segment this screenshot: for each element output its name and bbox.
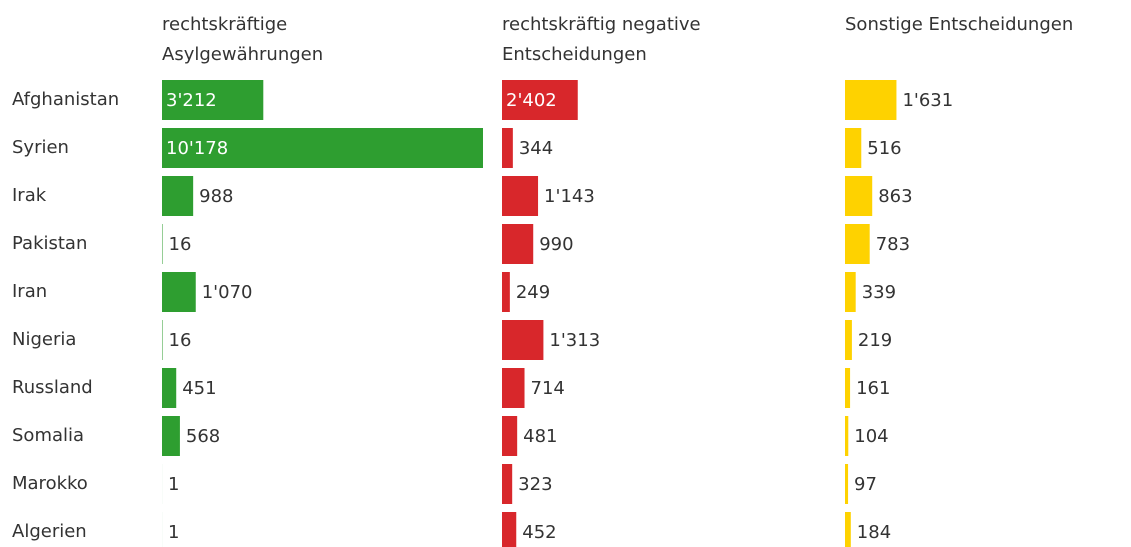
value-label: 863 xyxy=(878,186,912,207)
value-label: 344 xyxy=(519,138,553,159)
value-label: 2'402 xyxy=(506,90,557,111)
category-label: Syrien xyxy=(12,137,69,158)
bar xyxy=(845,512,851,547)
value-label: 1'313 xyxy=(549,330,600,351)
bar xyxy=(502,80,578,120)
category-label: Algerien xyxy=(12,521,87,542)
bar xyxy=(845,176,873,216)
bar xyxy=(162,320,163,360)
category-label: Iran xyxy=(12,281,47,302)
category-label: Marokko xyxy=(12,473,88,494)
bar xyxy=(845,224,870,264)
value-label: 323 xyxy=(518,474,552,495)
bar xyxy=(502,512,517,547)
value-label: 219 xyxy=(858,330,892,351)
bar xyxy=(502,272,510,312)
bar xyxy=(162,416,180,456)
value-label: 516 xyxy=(867,138,901,159)
value-label: 988 xyxy=(199,186,233,207)
value-label: 1 xyxy=(168,474,179,495)
value-label: 1'070 xyxy=(202,282,253,303)
series-title: Entscheidungen xyxy=(502,44,647,65)
value-label: 16 xyxy=(169,330,192,351)
value-label: 104 xyxy=(854,426,888,447)
bar xyxy=(162,128,483,168)
bar xyxy=(162,176,194,216)
value-label: 1 xyxy=(168,522,179,543)
bar xyxy=(845,80,897,120)
category-label: Pakistan xyxy=(12,233,87,254)
bar xyxy=(845,320,852,360)
bar xyxy=(502,224,534,264)
value-label: 3'212 xyxy=(166,90,217,111)
bar xyxy=(502,368,525,408)
value-label: 16 xyxy=(169,234,192,255)
value-label: 339 xyxy=(862,282,896,303)
bar xyxy=(502,464,513,504)
series-title: rechtskräftig negative xyxy=(502,14,701,35)
bar xyxy=(162,224,163,264)
bar xyxy=(845,464,849,504)
category-label: Nigeria xyxy=(12,329,76,350)
series-title: rechtskräftige xyxy=(162,14,287,35)
bar xyxy=(845,128,862,168)
value-label: 990 xyxy=(539,234,573,255)
series-title: Sonstige Entscheidungen xyxy=(845,14,1073,35)
value-label: 452 xyxy=(522,522,556,543)
bar xyxy=(845,272,856,312)
value-label: 783 xyxy=(876,234,910,255)
category-label: Afghanistan xyxy=(12,89,119,110)
bar xyxy=(845,416,849,456)
category-label: Somalia xyxy=(12,425,84,446)
value-label: 161 xyxy=(856,378,890,399)
category-label: Irak xyxy=(12,185,47,206)
value-label: 481 xyxy=(523,426,557,447)
value-label: 451 xyxy=(182,378,216,399)
value-label: 1'143 xyxy=(544,186,595,207)
bar xyxy=(502,320,544,360)
value-label: 184 xyxy=(857,522,891,543)
bar xyxy=(162,80,264,120)
bar xyxy=(502,176,539,216)
value-label: 714 xyxy=(531,378,565,399)
category-label: Russland xyxy=(12,377,93,398)
bar xyxy=(502,416,518,456)
series-title: Asylgewährungen xyxy=(162,44,323,65)
bar xyxy=(845,368,851,408)
bar xyxy=(502,128,513,168)
value-label: 568 xyxy=(186,426,220,447)
value-label: 1'631 xyxy=(902,90,953,111)
bar xyxy=(162,272,196,312)
bar xyxy=(162,368,177,408)
value-label: 97 xyxy=(854,474,877,495)
value-label: 249 xyxy=(516,282,550,303)
value-label: 10'178 xyxy=(166,138,228,159)
